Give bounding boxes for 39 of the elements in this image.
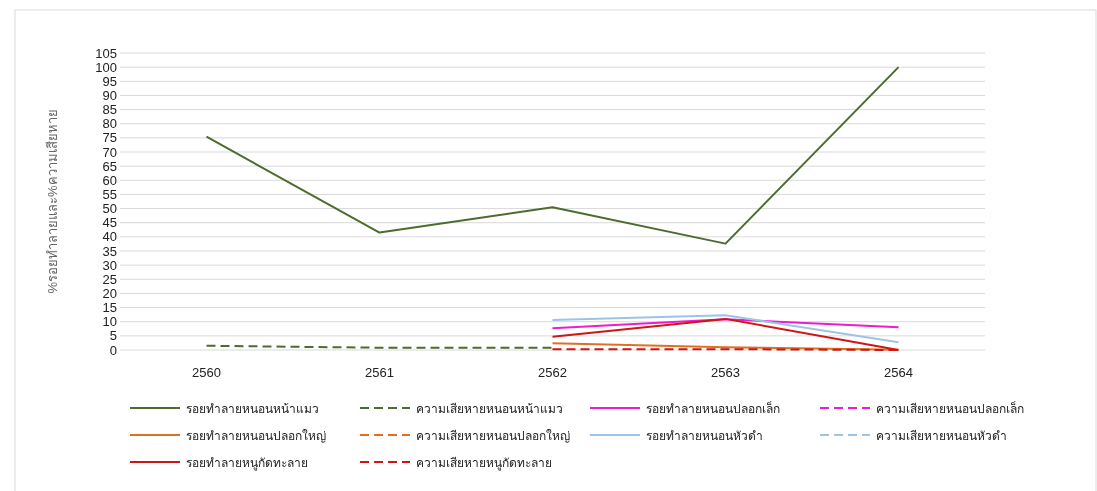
x-tick-label: 2561 <box>365 365 394 380</box>
x-tick-label: 2563 <box>711 365 740 380</box>
y-tick-label: 75 <box>102 130 117 146</box>
legend-label: ความเสียหายหนอนปลอกเล็ก <box>876 401 1024 416</box>
y-tick-label: 95 <box>102 73 117 89</box>
y-tick-label: 50 <box>102 201 117 217</box>
legend-label: ความเสียหายหนอนปลอกใหญ่ <box>416 429 570 443</box>
legend-label: รอยทำลายหนอนปลอกเล็ก <box>646 401 780 416</box>
y-tick-label: 30 <box>102 257 117 273</box>
y-tick-label: 20 <box>102 285 117 301</box>
legend-label: รอยทำลายหนอนหัวดำ <box>646 429 763 443</box>
y-tick-label: 10 <box>102 314 117 330</box>
y-tick-label: 15 <box>102 300 117 316</box>
y-tick-label: 45 <box>102 215 117 231</box>
y-tick-label: 65 <box>102 158 117 174</box>
line-series <box>205 66 900 245</box>
y-tick-label: 55 <box>102 186 117 202</box>
y-tick-label: 35 <box>102 243 117 259</box>
legend-label: ความเสียหายหนูกัดทะลาย <box>416 456 552 471</box>
x-tick-label: 2564 <box>884 365 913 380</box>
legend-label: รอยทำลายหนอนปลอกใหญ่ <box>186 429 326 443</box>
y-tick-label: 80 <box>102 116 117 132</box>
legend-label: ความเสียหายหนอนหน้าแมว <box>416 402 563 416</box>
legend-label: ความเสียหายหนอนหัวดำ <box>876 429 1007 443</box>
y-tick-label: 85 <box>102 102 117 118</box>
x-tick-label: 2560 <box>192 365 221 380</box>
y-tick-label: 90 <box>102 87 117 103</box>
legend-label: รอยทำลายหนูกัดทะลาย <box>186 456 308 471</box>
y-tick-label: 25 <box>102 271 117 287</box>
legend-label: รอยทำลายหนอนหน้าแมว <box>186 402 319 416</box>
y-axis-title: %รอยทำลายและ%ความเสียหาย <box>45 109 60 294</box>
y-tick-label: 100 <box>95 59 117 75</box>
y-tick-label: 5 <box>109 328 117 344</box>
y-tick-label: 40 <box>102 229 117 245</box>
y-tick-label: 105 <box>95 45 117 61</box>
y-tick-label: 70 <box>102 144 117 160</box>
y-tick-label: 60 <box>102 172 117 188</box>
x-tick-label: 2562 <box>538 365 567 380</box>
y-tick-label: 0 <box>109 342 117 358</box>
